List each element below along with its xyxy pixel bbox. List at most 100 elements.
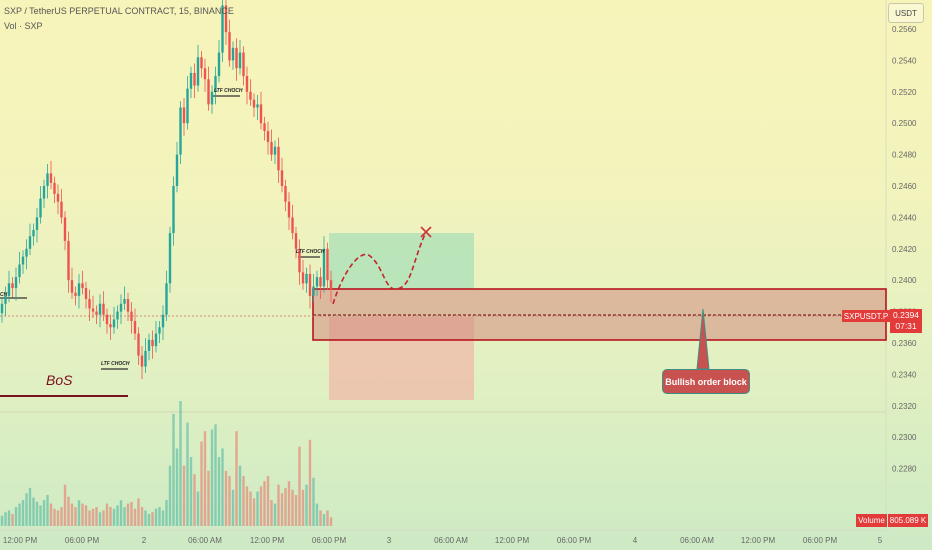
candle [252, 93, 256, 117]
volume-indicator-label[interactable]: Vol · SXP [4, 21, 43, 31]
bos-label: BoS [46, 372, 73, 388]
candle-body [49, 173, 53, 183]
volume-bar [126, 503, 130, 526]
time-axis-label: 12:00 PM [495, 536, 530, 545]
candle-body [231, 47, 235, 61]
volume-bar [88, 510, 91, 526]
candle [0, 297, 4, 323]
candle-body [28, 236, 32, 249]
volume-bar [67, 496, 70, 526]
volume-bar [165, 500, 168, 526]
candle-body [238, 52, 242, 69]
candle [203, 58, 207, 92]
last-price-badge: 0.2394 07:31 [890, 309, 922, 333]
volume-bar [294, 494, 298, 526]
candle-body [81, 283, 84, 289]
candle-body [116, 311, 119, 320]
candle-body [168, 233, 172, 284]
candle [14, 267, 18, 301]
candle-body [235, 47, 238, 69]
candle-body [305, 273, 308, 284]
candle [95, 305, 98, 325]
volume-bar [49, 503, 53, 526]
volume-bar [154, 508, 158, 526]
currency-button[interactable]: USDT [888, 3, 924, 23]
candle-body [319, 277, 322, 287]
choch-label-2: LTF CHOCH [101, 361, 130, 367]
candle [291, 204, 294, 240]
candle [329, 270, 333, 303]
candle-body [154, 333, 158, 347]
candle [175, 142, 179, 193]
candle-body [291, 217, 294, 234]
volume-bar [231, 489, 235, 526]
time-axis-label: 12:00 PM [3, 536, 38, 545]
take-profit-zone [329, 233, 474, 289]
candle-body [88, 299, 91, 309]
choch-label-4: LTF CHOCH [296, 249, 325, 255]
candle [249, 79, 252, 106]
candle [245, 66, 249, 105]
chart-title: SXP / TetherUS PERPETUAL CONTRACT, 15, B… [4, 6, 234, 16]
candle-body [203, 68, 207, 80]
candle [270, 129, 273, 161]
candle-body [151, 339, 154, 347]
candle-body [11, 283, 14, 289]
volume-bar [7, 510, 11, 526]
grid [0, 0, 887, 531]
time-axis-label: 06:00 PM [312, 536, 347, 545]
candle [109, 314, 112, 340]
volume-bar [179, 401, 182, 526]
volume-bar [315, 503, 319, 526]
candle [32, 223, 35, 246]
candle-body [14, 277, 18, 289]
candle-body [60, 201, 63, 218]
candle [165, 270, 168, 322]
candle [158, 321, 161, 343]
volume-bar [273, 503, 277, 526]
candle-body [91, 308, 95, 312]
price-axis-label: 0.2320 [892, 402, 917, 411]
candle-body [315, 277, 319, 287]
candle [228, 19, 231, 67]
candle [130, 302, 133, 334]
candle-body [263, 123, 266, 132]
candle [21, 250, 25, 274]
volume-bar [161, 510, 165, 526]
candle [214, 66, 217, 105]
candle [123, 286, 126, 311]
candle [88, 289, 91, 322]
candle [70, 267, 74, 300]
volume-bar [112, 508, 116, 526]
candle-body [287, 201, 291, 218]
volume-bar [287, 481, 291, 526]
order-block-zone [312, 288, 887, 341]
candle [98, 294, 102, 328]
candle [277, 137, 280, 183]
volume-bar [0, 515, 4, 526]
candle-body [158, 327, 161, 334]
candle [221, 0, 224, 62]
time-axis-label: 06:00 PM [65, 536, 100, 545]
candle-body [273, 146, 277, 155]
volume-bar [140, 507, 144, 526]
candle [119, 294, 123, 325]
position-boxes [0, 95, 887, 400]
volume-bar [84, 505, 88, 526]
volume-bar [301, 489, 305, 526]
candle [168, 226, 172, 293]
order-block-callout[interactable]: Bullish order block [662, 369, 750, 394]
candle-body [119, 303, 123, 312]
volume-bars [0, 401, 333, 526]
volume-bar [98, 512, 102, 526]
volume-bar [186, 422, 189, 526]
candle-body [308, 273, 312, 296]
price-axis-label: 0.2300 [892, 433, 917, 442]
volume-bar [53, 508, 56, 526]
candle-body [77, 283, 81, 296]
volume-bar [91, 508, 95, 526]
candle-body [137, 333, 140, 356]
candle-body [70, 280, 74, 293]
volume-bar [95, 507, 98, 526]
